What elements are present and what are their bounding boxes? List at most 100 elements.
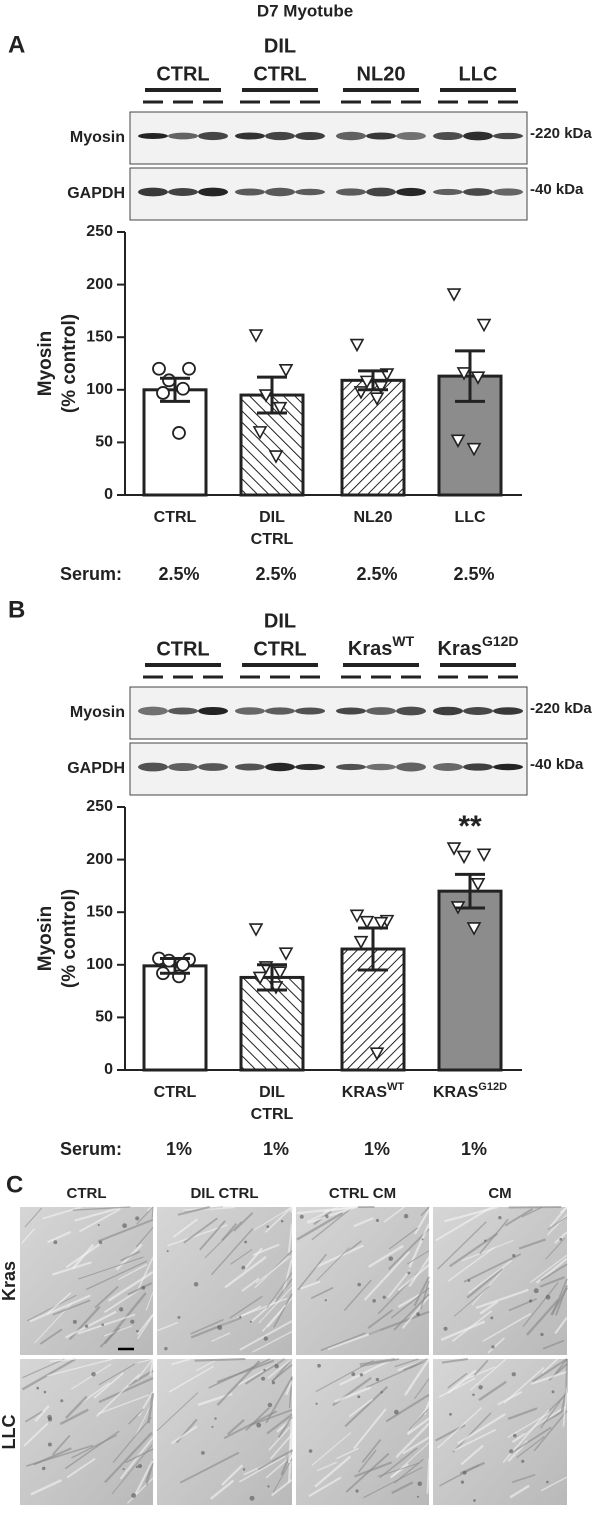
blot-band (265, 132, 295, 140)
cell-speck (268, 1403, 272, 1407)
blot-band (265, 188, 295, 197)
blot-band (138, 707, 168, 716)
data-point (355, 937, 367, 948)
cell-speck (274, 1364, 278, 1368)
blot-band (168, 763, 198, 771)
cell-speck (239, 1316, 241, 1318)
y-tick-label: 100 (86, 381, 113, 398)
blot-marker: -40 kDa (530, 756, 584, 773)
blot-band (463, 188, 493, 196)
cell-speck (136, 1466, 138, 1468)
blot-band (493, 764, 523, 770)
y-tick-label: 150 (86, 903, 113, 920)
blot-band (366, 132, 396, 139)
y-tick-label: 0 (104, 486, 113, 503)
blot-band (235, 188, 265, 195)
label: CTRL (156, 63, 209, 85)
label-main: KRAS (342, 1084, 388, 1101)
blot-row-label: Myosin (70, 704, 125, 721)
data-point (458, 851, 470, 862)
cell-speck (513, 1434, 517, 1438)
cell-speck (468, 1279, 471, 1282)
label: LLC (454, 509, 486, 526)
y-tick-label: 150 (86, 328, 113, 345)
cell-speck (546, 1481, 549, 1484)
cell-speck (44, 1391, 47, 1394)
serum-value: 1% (263, 1139, 289, 1159)
cell-speck (91, 1372, 96, 1377)
column-label: DIL CTRL (190, 1185, 258, 1202)
cell-speck (243, 1468, 245, 1470)
row-label: LLC (0, 1415, 19, 1450)
blot-band (396, 763, 426, 772)
cell-speck (521, 1460, 524, 1463)
blot-marker: -220 kDa (530, 125, 592, 142)
cell-speck (261, 1377, 265, 1381)
blot-band (433, 132, 463, 140)
serum-value: 2.5% (158, 564, 199, 584)
cell-speck (309, 1449, 313, 1453)
column-label: CM (488, 1185, 511, 1202)
cell-speck (300, 1215, 304, 1219)
label-sup: G12D (482, 633, 519, 649)
label-main: KRAS (433, 1084, 479, 1101)
blot-band (168, 188, 198, 196)
label: LLC (459, 63, 498, 85)
cell-speck (449, 1413, 452, 1416)
label: KrasG12D (437, 633, 518, 661)
cell-speck (380, 1391, 382, 1393)
blot-band (336, 132, 366, 140)
data-point (280, 948, 292, 959)
cell-speck (99, 1241, 103, 1245)
blot-band (235, 764, 265, 771)
blot-marker: -220 kDa (530, 700, 592, 717)
cell-speck (417, 1496, 419, 1498)
cell-speck (272, 1381, 275, 1384)
label: KRASWT (342, 1081, 405, 1101)
cell-speck (512, 1254, 515, 1257)
blot-row-label: GAPDH (67, 185, 125, 202)
label: KrasWT (348, 633, 415, 661)
cell-speck (217, 1325, 222, 1330)
blot-band (198, 707, 228, 715)
cell-speck (383, 1296, 386, 1299)
cell-speck (490, 1316, 493, 1319)
cell-speck (267, 1485, 269, 1487)
row-label: Kras (0, 1261, 19, 1301)
cell-speck (119, 1307, 123, 1311)
y-axis-label: (% control) (59, 314, 80, 413)
panel-label: C (6, 1171, 23, 1198)
cell-speck (315, 1403, 317, 1405)
y-tick-label: 250 (86, 798, 113, 815)
cell-speck (444, 1327, 448, 1331)
blot-band (463, 707, 493, 715)
data-point (163, 955, 175, 967)
data-point (177, 383, 189, 395)
blot-band (433, 707, 463, 716)
blot-band (168, 133, 198, 140)
blot-band (463, 132, 493, 141)
blot-band (138, 763, 168, 772)
label: CTRL (251, 531, 294, 548)
blot-marker: -40 kDa (530, 181, 584, 198)
bar (144, 390, 206, 495)
cell-speck (478, 1385, 482, 1389)
data-point (472, 879, 484, 890)
cell-speck (416, 1312, 420, 1316)
cell-speck (317, 1364, 321, 1368)
blot-band (295, 707, 325, 714)
data-point (153, 363, 165, 375)
blot-band (396, 132, 426, 140)
blot-band (198, 188, 228, 197)
blot-band (366, 707, 396, 715)
cell-speck (498, 1216, 501, 1219)
blot-band (336, 764, 366, 770)
label-sup: G12D (478, 1081, 507, 1093)
cell-speck (461, 1480, 464, 1483)
label: DIL (264, 35, 296, 57)
cell-speck (101, 1323, 104, 1326)
y-axis-label: Myosin (35, 906, 56, 971)
y-tick-label: 50 (95, 434, 113, 451)
significance: ** (458, 810, 482, 843)
cell-speck (422, 1238, 424, 1240)
